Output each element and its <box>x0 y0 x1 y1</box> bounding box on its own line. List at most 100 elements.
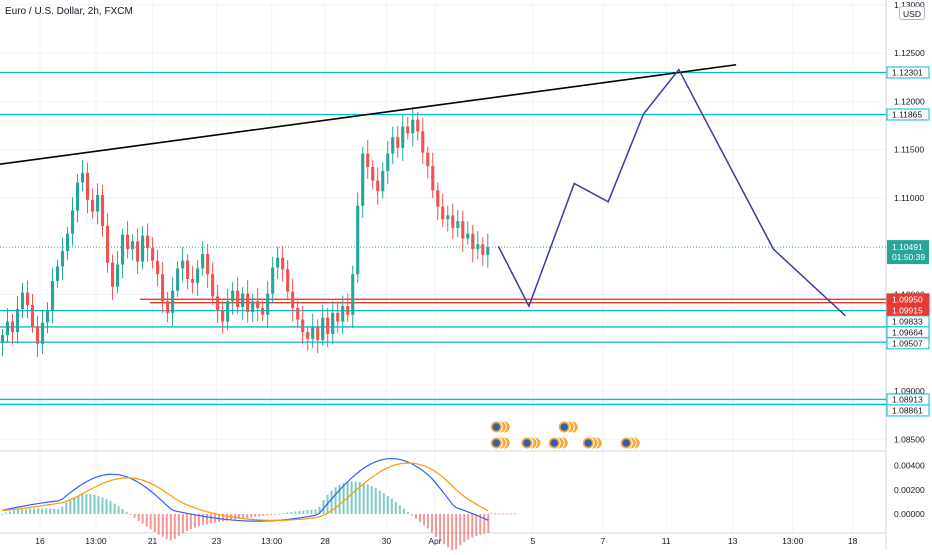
candle-body <box>436 190 440 207</box>
economic-event-icon[interactable] <box>520 436 542 450</box>
macd-histogram-bar <box>234 513 237 520</box>
macd-histogram-bar <box>73 497 76 514</box>
macd-histogram-bar <box>69 499 72 514</box>
candle-body <box>10 321 15 333</box>
macd-histogram-bar <box>467 513 470 540</box>
candle-body <box>381 170 385 192</box>
macd-histogram-bar <box>342 483 345 514</box>
time-tick-label: 11 <box>662 536 671 546</box>
macd-tick-label: 0.00400 <box>894 461 925 471</box>
economic-event-icon[interactable] <box>489 436 511 450</box>
macd-histogram-bar <box>185 513 188 531</box>
price-tick-label: 1.12000 <box>894 96 925 106</box>
macd-histogram-bar <box>161 513 164 537</box>
candle-body <box>431 166 435 191</box>
economic-event-icon[interactable] <box>547 436 569 450</box>
macd-histogram-bar <box>218 513 221 522</box>
candle-body <box>386 153 390 171</box>
currency-badge[interactable]: USD <box>899 6 925 20</box>
macd-histogram-bar <box>85 494 88 514</box>
candle-body <box>351 274 355 315</box>
flag-icon <box>492 439 501 447</box>
macd-histogram-bar <box>246 513 249 518</box>
price-tick-label: 1.13000 <box>894 0 925 10</box>
candle-body <box>106 225 110 263</box>
time-tick-label: 30 <box>382 536 392 546</box>
level-price-label: 1.08913 <box>892 394 923 404</box>
candle-body <box>166 301 170 313</box>
macd-histogram-bar <box>294 511 297 514</box>
macd-histogram-bar <box>145 513 148 527</box>
economic-event-icon[interactable] <box>619 436 641 450</box>
candle-body <box>91 199 95 212</box>
macd-histogram-bar <box>17 509 20 514</box>
macd-histogram-bar <box>5 512 8 514</box>
flag-icon <box>584 439 593 447</box>
macd-histogram-bar <box>427 513 430 529</box>
economic-event-icon[interactable] <box>581 436 603 450</box>
candle-body <box>186 260 190 280</box>
macd-histogram-bar <box>121 508 124 514</box>
time-tick-label: 18 <box>848 536 858 546</box>
macd-histogram-bar <box>97 495 100 514</box>
price-tick-label: 1.08500 <box>894 434 925 444</box>
macd-histogram-bar <box>37 508 40 514</box>
time-tick-label: 13:00 <box>782 536 804 546</box>
chart-title: Euro / U.S. Dollar, 2h, FXCM <box>5 6 133 17</box>
candle-body <box>486 247 490 255</box>
macd-histogram-bar <box>13 510 16 514</box>
macd-histogram-bar <box>455 513 458 550</box>
macd-histogram-bar <box>89 494 92 514</box>
macd-histogram-bar <box>21 509 24 514</box>
price-tick-label: 1.09000 <box>894 386 925 396</box>
macd-histogram-bar <box>238 513 241 520</box>
macd-histogram-bar <box>141 513 144 524</box>
candle-body <box>161 274 165 302</box>
macd-histogram-bar <box>330 490 333 514</box>
macd-histogram-bar <box>105 499 108 514</box>
flag-icon <box>550 439 559 447</box>
macd-histogram-bar <box>463 513 466 543</box>
candle-body <box>246 293 250 312</box>
candle-body <box>20 292 25 309</box>
macd-histogram-bar <box>1 513 4 515</box>
time-tick-label: 16 <box>35 536 45 546</box>
candle-body <box>346 306 350 315</box>
candle-body <box>281 257 285 270</box>
macd-histogram-bar <box>338 484 341 514</box>
candle-body <box>70 210 75 234</box>
candle-body <box>116 264 120 287</box>
macd-histogram-bar <box>33 508 36 514</box>
economic-event-icon[interactable] <box>489 420 511 434</box>
trendline <box>0 63 737 165</box>
candle-body <box>226 301 230 322</box>
economic-event-icon[interactable] <box>557 420 579 434</box>
time-tick-label: 13:00 <box>85 536 107 546</box>
candle-body <box>25 292 30 306</box>
candle-body <box>111 262 115 287</box>
candle-body <box>311 327 315 339</box>
macd-histogram-bar <box>282 513 285 514</box>
candle-body <box>211 274 215 297</box>
macd-histogram-bar <box>487 513 490 533</box>
candle-body <box>266 293 270 315</box>
candle-body <box>341 306 345 322</box>
macd-histogram-bar <box>439 513 442 541</box>
candle-body <box>146 235 150 249</box>
candle-body <box>326 317 330 335</box>
macd-histogram-bar <box>402 508 405 514</box>
candle-body <box>131 241 135 250</box>
macd-histogram-bar <box>350 481 353 514</box>
macd-tick-label: 0.00200 <box>894 485 925 495</box>
macd-histogram-bar <box>169 513 172 541</box>
macd-histogram-bar <box>57 508 60 514</box>
candle-body <box>276 257 280 268</box>
macd-histogram-bar <box>209 513 212 524</box>
macd-histogram-bar <box>189 513 192 530</box>
macd-histogram-bar <box>137 513 140 521</box>
macd-histogram-bar <box>193 513 196 528</box>
macd-histogram-bar <box>443 513 446 545</box>
level-price-label: 1.09915 <box>892 305 923 315</box>
